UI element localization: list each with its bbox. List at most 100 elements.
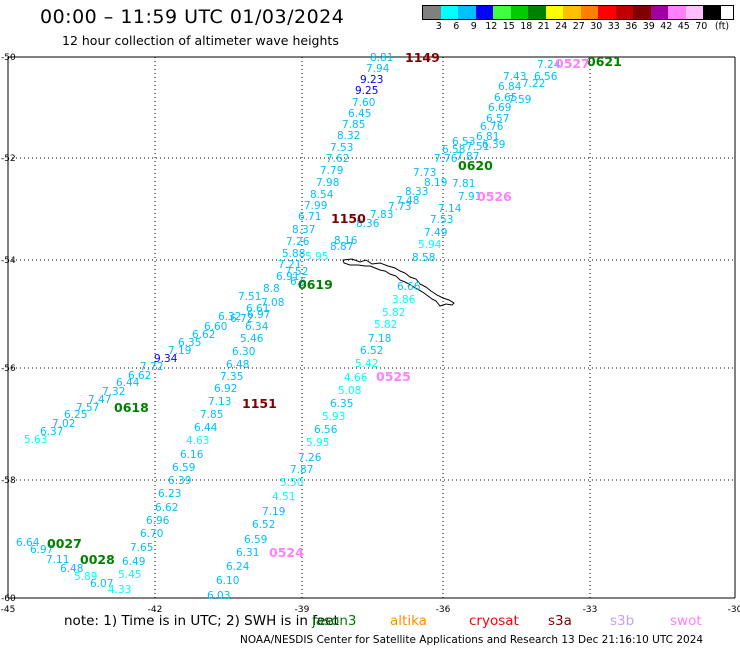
wave-height-label: 6.53: [452, 136, 475, 148]
wave-height-label: 7.24: [537, 59, 561, 71]
wave-height-label: 6.56: [534, 71, 558, 83]
legend-swatch: [493, 6, 511, 19]
wave-height-label: 9.23: [360, 74, 383, 86]
legend-swatch: [563, 6, 581, 19]
legend-swatch: [615, 6, 633, 19]
legend-swatch: [685, 6, 703, 19]
wave-height-label: 6.96: [146, 515, 170, 527]
legend-value: 21: [537, 21, 550, 32]
wave-height-label: 7.26: [286, 236, 310, 248]
legend-value: 24: [555, 21, 568, 32]
pass-time-label: 0028: [80, 552, 115, 567]
wave-height-label: 7.35: [220, 371, 243, 383]
wave-height-label: 8.8: [263, 283, 280, 295]
wave-height-label: 6.39: [482, 139, 505, 151]
wave-height-label: 7.13: [208, 396, 231, 408]
wave-height-label: 5.08: [338, 385, 361, 397]
wave-height-label: 6.25: [64, 409, 87, 421]
wave-height-label: 7.14: [438, 203, 462, 215]
wave-height-label: 8.33: [405, 186, 428, 198]
wave-height-label: 7.51: [466, 141, 489, 153]
wave-height-label: 6.84: [498, 81, 522, 93]
satellite-name: s3a: [548, 613, 572, 629]
wave-height-label: 6.58: [442, 144, 465, 156]
wave-height-label: 5.82: [382, 307, 405, 319]
legend-swatch: [703, 6, 721, 19]
wave-height-label: 6.03: [207, 590, 230, 602]
legend-swatch: [440, 6, 458, 19]
legend-value: 70: [695, 21, 708, 32]
wave-height-label: 6.6: [290, 276, 307, 288]
wave-height-label: 9.25: [355, 85, 378, 97]
wave-height-label: 5.95: [305, 251, 328, 263]
legend-value: 27: [572, 21, 585, 32]
wave-height-label: 7.72: [140, 361, 163, 373]
wave-height-label: 6.97: [30, 544, 53, 556]
wave-height-label: 4.33: [108, 584, 131, 596]
wave-height-label: 4.84: [0, 0, 24, 3]
pass-time-label: 0524: [269, 545, 304, 560]
wave-height-label: 7.32: [102, 386, 125, 398]
wave-height-label: 6.65: [494, 92, 517, 104]
wave-height-label: 5.89: [74, 571, 97, 583]
wave-height-label: 9.34: [154, 353, 178, 365]
wave-height-label: 8.58: [412, 252, 435, 264]
legend-value: 18: [520, 21, 533, 32]
wave-height-label: 5.88: [282, 248, 305, 260]
wave-height-label: 7.83: [370, 209, 393, 221]
legend-value: 45: [677, 21, 690, 32]
wave-height-label: 7.76: [434, 153, 458, 165]
wave-height-label: 7.62: [326, 153, 349, 165]
satellite-name: jason3: [312, 613, 357, 629]
wave-height-label: 4.66: [344, 372, 368, 384]
wave-height-label: 7.99: [304, 200, 327, 212]
wave-height-label: 6.66: [397, 281, 421, 293]
legend-unit: (ft): [714, 21, 730, 32]
legend-value: 30: [590, 21, 603, 32]
lat-tick-label: -54: [1, 256, 16, 266]
wave-height-label: 7.85: [342, 119, 365, 131]
lon-tick-label: -42: [148, 605, 163, 615]
wave-height-label: 6.31: [236, 547, 259, 559]
wave-height-label: 6.35: [330, 398, 353, 410]
legend-swatches: [422, 5, 734, 20]
wave-height-label: 7.98: [316, 177, 339, 189]
wave-height-label: 7.21: [278, 259, 301, 271]
wave-height-label: 7.59: [508, 94, 531, 106]
satellite-name: altika: [390, 613, 427, 629]
wave-height-label: 7.60: [352, 97, 375, 109]
wave-height-label: 7.79: [320, 165, 343, 177]
legend-swatch: [598, 6, 616, 19]
pass-time-label: 0526: [477, 189, 512, 204]
wave-height-label: 6.07: [90, 578, 113, 590]
wave-height-label: 6.92: [214, 383, 237, 395]
wave-height-label: 6.56: [314, 424, 338, 436]
wave-height-label: 7.87: [456, 151, 479, 163]
wave-height-label: 5.46: [240, 333, 264, 345]
wave-height-label: 6.62: [128, 370, 151, 382]
pass-time-label: 1149: [405, 50, 440, 65]
wave-height-color-legend: 3 6 9 12 15 18 21 24 27 30 33 36 39 42 45 70 (ft): [422, 5, 734, 32]
wave-height-label: 6.64: [16, 537, 40, 549]
axis-labels: -45 -42 -39 -36 -33 -30 -50 -52 -54 -56 -58 -60: [1, 53, 740, 615]
wave-height-label: 7.85: [200, 409, 223, 421]
wave-height-label: 6.10: [216, 575, 239, 587]
wave-height-label: 6.44: [116, 377, 140, 389]
wave-height-label: 6.37: [40, 426, 63, 438]
wave-height-label: 8.36: [356, 218, 380, 230]
wave-height-label: 5.94: [418, 239, 442, 251]
legend-swatch: [633, 6, 651, 19]
wave-height-label: 8.87: [330, 241, 353, 253]
pass-time-label: 0619: [298, 277, 333, 292]
wave-height-label: 7.91: [458, 191, 481, 203]
pass-time-label: 0618: [114, 400, 149, 415]
wave-height-label: 8.32: [337, 130, 360, 142]
footer-note: note: 1) Time is in UTC; 2) SWH is in fe…: [64, 613, 339, 629]
wave-height-label: 6.35: [178, 337, 201, 349]
wave-height-label: 4.63: [186, 435, 209, 447]
lat-tick-label: -52: [1, 154, 16, 164]
page-subtitle: 12 hour collection of altimeter wave hei…: [62, 33, 339, 48]
wave-height-label: 7.19: [168, 345, 191, 357]
wave-height-label: 7.48: [396, 195, 419, 207]
legend-value: 3: [435, 21, 442, 32]
